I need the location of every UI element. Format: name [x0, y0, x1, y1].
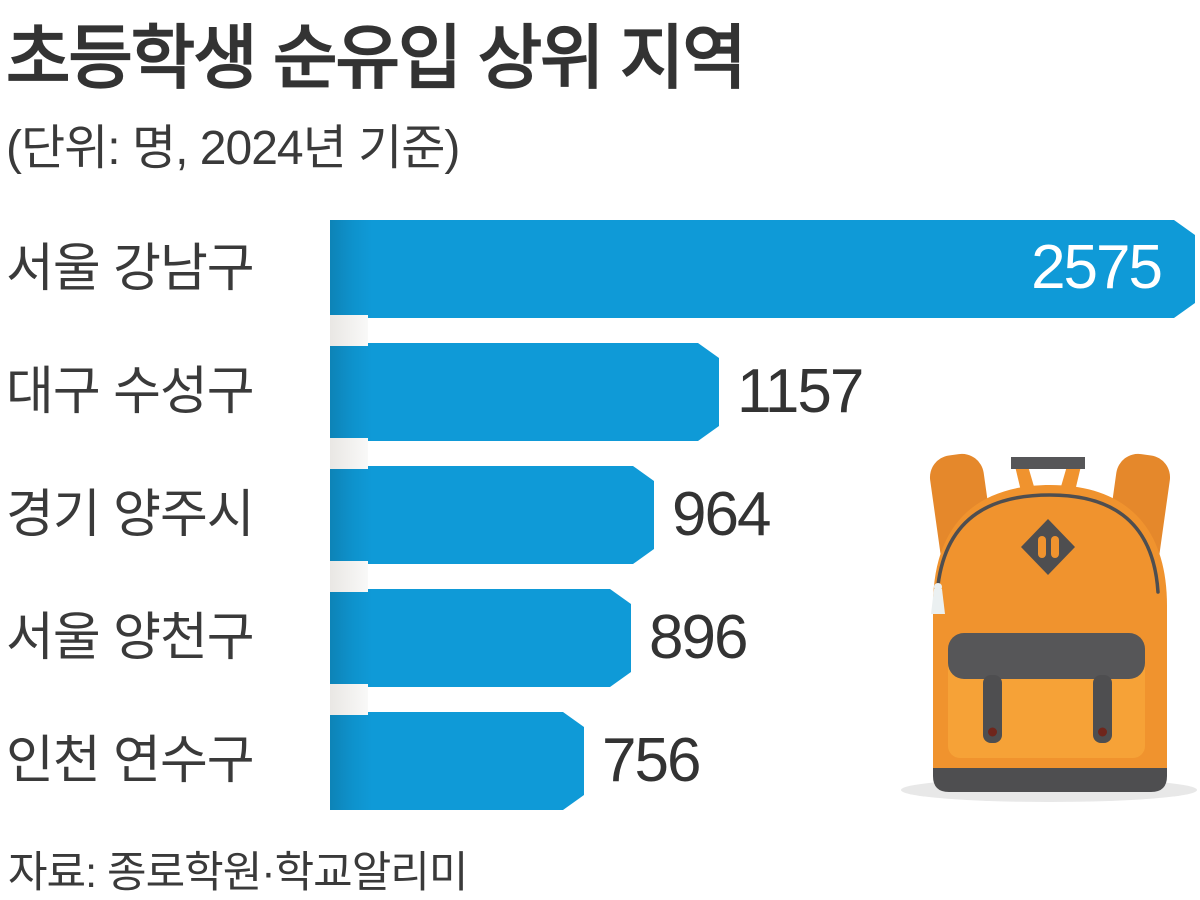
bar-value: 1157 — [737, 357, 864, 426]
bar — [330, 589, 631, 687]
bar-track: 1157 — [330, 343, 1200, 441]
bar-label: 서울 강남구 — [6, 240, 255, 298]
bar-row: 서울 강남구 2575 — [0, 220, 1200, 318]
bar: 2575 — [330, 220, 1195, 318]
bar-label: 서울 양천구 — [6, 609, 255, 667]
bar-gap-notch — [330, 438, 368, 469]
bar-row: 대구 수성구 1157 — [0, 343, 1200, 441]
backpack-pocket-straps — [983, 675, 1112, 743]
bar-label: 대구 수성구 — [6, 363, 255, 421]
backpack-flap — [948, 633, 1145, 679]
bar-row: 서울 양천구 896 — [0, 589, 1200, 687]
backpack-zipper — [936, 493, 1160, 594]
bar-label: 경기 양주시 — [6, 486, 255, 544]
bar-row: 경기 양주시 964 — [0, 466, 1200, 564]
bar-value: 896 — [649, 603, 748, 672]
bar-gap-notch — [330, 315, 368, 346]
bar-track: 964 — [330, 466, 1200, 564]
bar — [330, 466, 654, 564]
bar — [330, 343, 719, 441]
bar-value: 964 — [672, 480, 771, 549]
page-title: 초등학생 순유입 상위 지역 — [6, 19, 747, 97]
bar-gap-notch — [330, 684, 368, 715]
bar-track: 2575 — [330, 220, 1200, 318]
backpack-logo — [1021, 519, 1075, 575]
backpack-zipper-pull — [931, 583, 945, 614]
bar-label: 인천 연수구 — [6, 732, 255, 790]
backpack-illustration — [901, 453, 1197, 802]
bar-row: 인천 연수구 756 — [0, 712, 1200, 810]
backpack-base — [933, 768, 1167, 792]
bar — [330, 712, 584, 810]
bar-gap-notch — [330, 561, 368, 592]
bar-track: 756 — [330, 712, 1200, 810]
chart-unit-note: (단위: 명, 2024년 기준) — [6, 122, 460, 175]
source-note: 자료: 종로학원·학교알리미 — [8, 849, 468, 897]
bar-value: 756 — [602, 726, 701, 795]
bar-track: 896 — [330, 589, 1200, 687]
bar-value: 2575 — [1031, 233, 1161, 302]
